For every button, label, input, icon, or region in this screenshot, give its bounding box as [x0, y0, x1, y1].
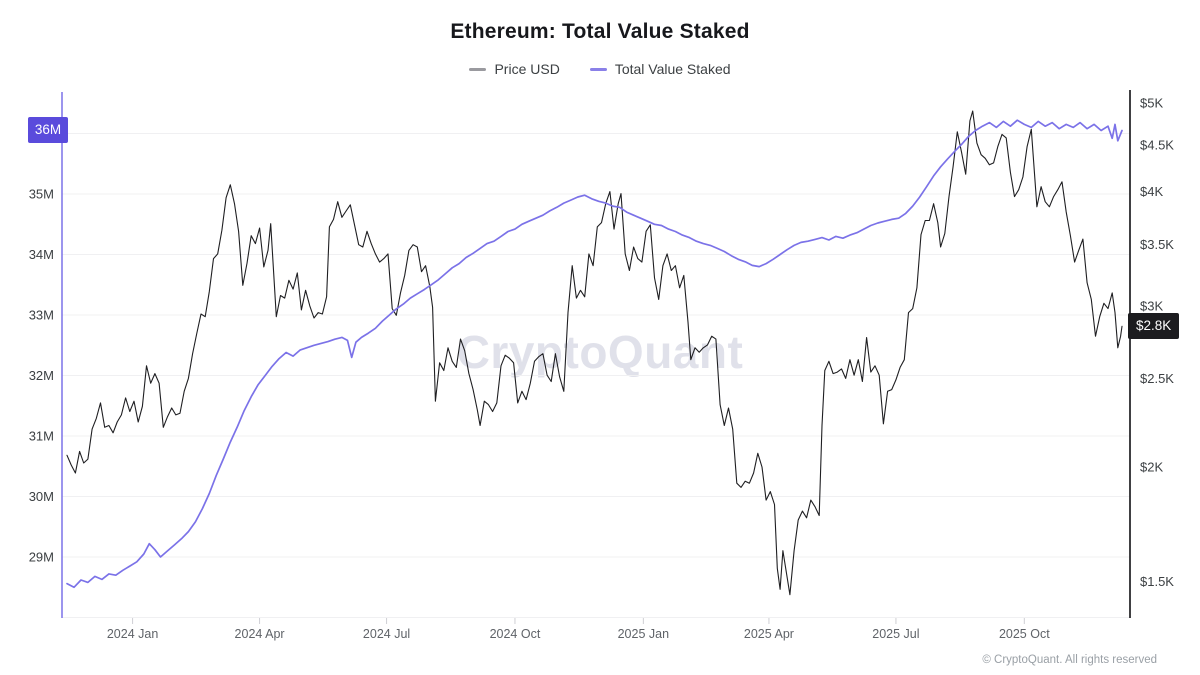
- x-tick-label: 2024 Oct: [490, 627, 541, 641]
- staked-value-badge: 36M: [28, 117, 68, 144]
- legend-label-price: Price USD: [494, 61, 560, 77]
- x-tick-label: 2025 Oct: [999, 627, 1050, 641]
- y-right-tick-label: $3.5K: [1140, 237, 1174, 252]
- y-left-tick-label: 31M: [29, 429, 54, 444]
- x-tick-label: 2025 Apr: [744, 627, 794, 641]
- y-right-tick-label: $4.5K: [1140, 137, 1174, 152]
- y-right-tick-label: $1.5K: [1140, 574, 1174, 589]
- staked-line: [66, 119, 1123, 589]
- y-right-tick-label: $3K: [1140, 298, 1163, 313]
- y-right-tick-label: $2K: [1140, 460, 1163, 475]
- watermark: CryptoQuant: [456, 326, 744, 378]
- chart-legend: Price USD Total Value Staked: [0, 61, 1200, 77]
- legend-dash-staked-icon: [589, 67, 607, 71]
- price-value-badge: $2.8K: [1128, 313, 1180, 340]
- y-left-tick-label: 34M: [29, 247, 54, 262]
- y-left-tick-label: 33M: [29, 308, 54, 323]
- y-left-tick-label: 35M: [29, 187, 54, 202]
- legend-item-staked: Total Value Staked: [589, 61, 731, 77]
- y-right-tick-label: $4K: [1140, 184, 1163, 199]
- x-tick-label: 2024 Apr: [235, 627, 285, 641]
- y-right-tick-label: $5K: [1140, 96, 1163, 111]
- x-tick-label: 2024 Jan: [107, 627, 158, 641]
- y-right-tick-label: $2.5K: [1140, 371, 1174, 386]
- x-tick-label: 2025 Jan: [618, 627, 669, 641]
- x-tick-label: 2025 Jul: [872, 627, 919, 641]
- legend-item-price: Price USD: [469, 61, 560, 77]
- y-left-tick-label: 30M: [29, 489, 54, 504]
- x-tick-label: 2024 Jul: [363, 627, 410, 641]
- legend-dash-price-icon: [469, 67, 487, 71]
- y-left-tick-label: 32M: [29, 368, 54, 383]
- y-left-tick-label: 29M: [29, 550, 54, 565]
- legend-label-staked: Total Value Staked: [614, 61, 731, 77]
- chart-title: Ethereum: Total Value Staked: [450, 20, 750, 43]
- copyright-notice: © CryptoQuant. All rights reserved: [982, 654, 1157, 666]
- price-line: [66, 110, 1123, 596]
